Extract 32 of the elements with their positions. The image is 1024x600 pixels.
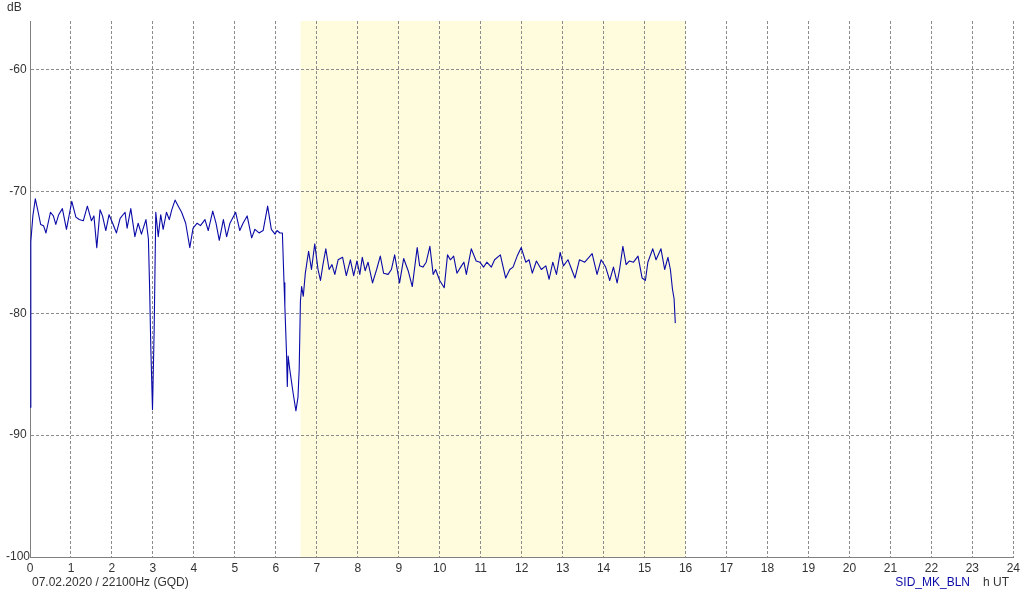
x-tick-label: 13 — [555, 560, 570, 575]
x-tick-label: 8 — [354, 560, 362, 575]
x-tick-label: 9 — [395, 560, 403, 575]
x-tick-label: 20 — [842, 560, 857, 575]
x-tick-label: 17 — [719, 560, 734, 575]
y-tick-label: -80 — [9, 305, 27, 320]
x-tick-label: 6 — [272, 560, 280, 575]
x-tick-label: 24 — [1006, 560, 1021, 575]
x-tick-label: 10 — [433, 560, 447, 575]
y-tick-label: -90 — [9, 427, 27, 442]
y-tick-label: -70 — [9, 183, 27, 198]
x-tick-label: 21 — [883, 560, 898, 575]
x-tick-label: 16 — [678, 560, 693, 575]
x-tick-label: 15 — [637, 560, 652, 575]
x-tick-label: 14 — [596, 560, 611, 575]
x-tick-label: 12 — [514, 560, 529, 575]
text: SID_MK_BLN — [895, 575, 970, 590]
x-tick-label: 18 — [760, 560, 775, 575]
x-tick-label: 2 — [108, 560, 116, 575]
x-axis-title: h UT — [982, 575, 1010, 590]
y-tick-label: -60 — [9, 62, 27, 77]
x-tick-label: 4 — [190, 560, 198, 575]
x-tick-label: 11 — [474, 560, 488, 575]
x-tick-label: 19 — [801, 560, 816, 575]
y-axis-title: dB — [7, 0, 22, 15]
x-tick-label: 5 — [231, 560, 239, 575]
x-tick-label: 7 — [313, 560, 321, 575]
x-tick-label: 1 — [67, 560, 75, 575]
x-tick-label: 23 — [965, 560, 980, 575]
text: 07.02.2020 / 22100Hz (GQD) — [32, 575, 189, 590]
x-tick-label: 22 — [924, 560, 939, 575]
x-tick-label: 3 — [149, 560, 157, 575]
